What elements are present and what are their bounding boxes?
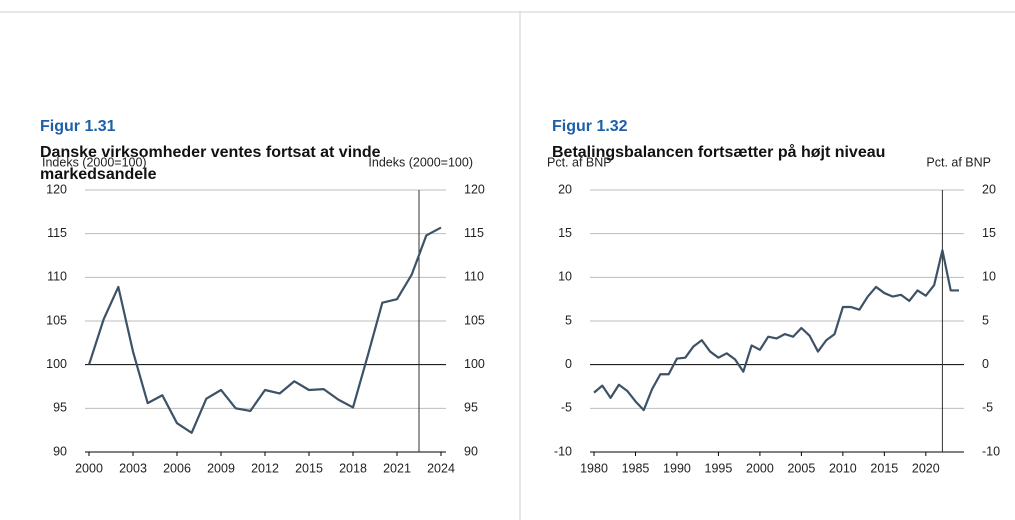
y-tick-label: -5	[561, 401, 572, 415]
y-tick-label: 105	[46, 313, 67, 327]
series-line	[593, 249, 959, 412]
y2-axis-label: Pct. af BNP	[926, 155, 991, 169]
x-tick-label: 2000	[746, 461, 774, 475]
y-tick-label: 5	[565, 313, 572, 327]
x-tick-label: 1995	[705, 461, 733, 475]
y-tick-label: 10	[558, 270, 572, 284]
y2-tick-label: 105	[464, 313, 485, 327]
y2-tick-label: 100	[464, 357, 485, 371]
x-tick-label: 1990	[663, 461, 691, 475]
y2-tick-label: 10	[982, 270, 996, 284]
y2-tick-label: 0	[982, 357, 989, 371]
x-tick-label: 2015	[295, 461, 323, 475]
y-tick-label: 20	[558, 182, 572, 196]
y-tick-label: 110	[47, 270, 67, 284]
y-tick-label: 15	[558, 226, 572, 240]
y2-tick-label: 5	[982, 313, 989, 327]
y2-tick-label: 120	[464, 182, 485, 196]
y2-tick-label: 110	[464, 270, 484, 284]
y-tick-label: 100	[46, 357, 67, 371]
x-tick-label: 2015	[870, 461, 898, 475]
chart-title: Betalingsbalancen fortsætter på højt niv…	[552, 144, 886, 161]
y2-tick-label: 95	[464, 401, 478, 415]
x-tick-label: 2006	[163, 461, 191, 475]
x-tick-label: 2009	[207, 461, 235, 475]
y-tick-label: 0	[565, 357, 572, 371]
figure-number: Figur 1.31	[40, 118, 116, 135]
y2-tick-label: 115	[464, 226, 484, 240]
y-tick-label: 95	[53, 401, 67, 415]
x-tick-label: 1980	[580, 461, 608, 475]
x-tick-label: 1985	[622, 461, 650, 475]
chart-title: Danske virksomheder ventes fortsat at vi…	[40, 144, 381, 183]
x-tick-label: 2005	[787, 461, 815, 475]
y2-tick-label: -10	[982, 444, 1000, 458]
x-tick-label: 2020	[912, 461, 940, 475]
y2-tick-label: 15	[982, 226, 996, 240]
y2-tick-label: 20	[982, 182, 996, 196]
y-axis-label: Indeks (2000=100)	[42, 155, 147, 169]
y-tick-label: -10	[554, 444, 572, 458]
y2-tick-label: 90	[464, 444, 478, 458]
x-tick-label: 2003	[119, 461, 147, 475]
x-tick-label: 2018	[339, 461, 367, 475]
x-tick-label: 2000	[75, 461, 103, 475]
figure-number: Figur 1.32	[552, 118, 628, 135]
y-tick-label: 90	[53, 444, 67, 458]
series-line	[87, 226, 442, 434]
y-tick-label: 115	[47, 226, 67, 240]
x-tick-label: 2012	[251, 461, 279, 475]
y2-tick-label: -5	[982, 401, 993, 415]
x-tick-label: 2021	[383, 461, 411, 475]
y-tick-label: 120	[46, 182, 67, 196]
x-tick-label: 2010	[829, 461, 857, 475]
y-axis-label: Pct. af BNP	[547, 155, 612, 169]
y2-axis-label: Indeks (2000=100)	[368, 155, 473, 169]
x-tick-label: 2024	[427, 461, 455, 475]
